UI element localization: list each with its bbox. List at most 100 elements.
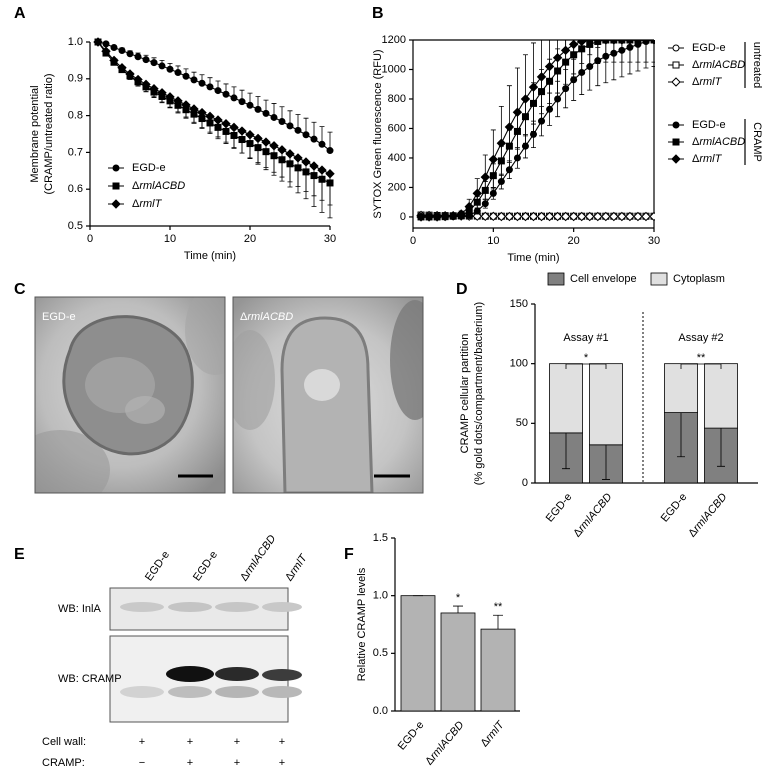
lane-label: EGD-e <box>191 549 220 583</box>
legend-swatch <box>547 272 565 286</box>
marker <box>174 69 182 77</box>
error-bar <box>587 40 593 56</box>
blot-row-label: WB: CRAMP <box>58 673 122 685</box>
condition-mark: + <box>187 736 193 748</box>
micrograph-frame <box>34 296 226 494</box>
marker <box>576 40 587 47</box>
marker <box>285 149 295 159</box>
lane-label: ΔrmlT <box>283 551 310 583</box>
marker <box>213 115 223 125</box>
marker <box>649 211 655 222</box>
marker <box>625 211 635 222</box>
marker <box>214 87 222 95</box>
marker <box>206 83 214 91</box>
marker <box>112 164 120 172</box>
x-tick-label: ΔrmlACBD <box>571 491 614 540</box>
error-bar <box>327 173 333 219</box>
marker <box>317 165 327 175</box>
significance: * <box>456 592 461 604</box>
significance: * <box>584 352 589 364</box>
group-label: Assay #1 <box>563 332 608 344</box>
marker <box>633 40 643 45</box>
marker <box>134 53 142 61</box>
legend-label: ΔrmlACBD <box>692 59 745 71</box>
marker <box>432 212 442 222</box>
legend-label: EGD-e <box>692 119 726 131</box>
marker <box>609 211 619 222</box>
legend-swatch <box>650 272 668 286</box>
x-tick-label: 20 <box>568 235 580 247</box>
marker <box>229 122 239 133</box>
marker <box>568 40 579 50</box>
marker <box>672 61 680 69</box>
marker <box>309 161 319 171</box>
marker <box>601 211 611 222</box>
marker <box>609 40 619 45</box>
marker <box>552 211 563 222</box>
y-tick-label: 1.0 <box>373 590 388 602</box>
error-bar <box>295 157 301 194</box>
legend-label: ΔrmlACBD <box>132 180 185 192</box>
legend-label: EGD-e <box>132 162 166 174</box>
marker <box>520 211 531 222</box>
series-line <box>97 41 331 175</box>
error-bar <box>319 170 325 213</box>
marker <box>253 133 263 144</box>
legend-group-label: untreated <box>751 42 763 88</box>
bar <box>480 628 516 712</box>
marker <box>593 211 603 222</box>
marker <box>237 126 247 136</box>
blot-bands <box>120 666 302 698</box>
marker <box>230 94 238 102</box>
panel-label: A <box>14 5 26 22</box>
marker <box>150 59 158 67</box>
y-tick-label: 200 <box>388 181 406 193</box>
error-bar <box>279 149 285 182</box>
y-axis-label: Membrane potential <box>29 85 41 182</box>
y-tick-label: 800 <box>388 93 406 105</box>
marker <box>181 100 191 110</box>
y-tick-label: 1200 <box>382 34 406 46</box>
marker <box>480 172 491 182</box>
marker <box>310 135 318 143</box>
condition-mark: + <box>234 736 240 748</box>
marker <box>464 201 474 212</box>
marker <box>633 211 643 222</box>
marker <box>149 84 159 94</box>
y-tick-label: 50 <box>516 417 528 429</box>
y-tick-label: 0.7 <box>68 146 83 158</box>
series-line <box>97 41 331 151</box>
marker <box>512 211 523 222</box>
marker <box>111 199 121 209</box>
error-bar <box>643 40 649 63</box>
marker <box>189 104 199 114</box>
marker <box>576 211 587 222</box>
x-tick-label: ΔrmlACBD <box>686 491 729 540</box>
y-tick-label: 0.6 <box>68 183 83 195</box>
x-tick-label: EGD-e <box>396 719 427 752</box>
condition-label: Cell wall: <box>42 736 86 748</box>
marker <box>278 117 286 125</box>
x-tick-label: 30 <box>324 233 336 245</box>
marker <box>270 113 278 121</box>
marker <box>133 74 143 85</box>
legend-group-label: CRAMP <box>751 122 763 162</box>
marker <box>530 130 537 138</box>
marker <box>198 79 206 87</box>
marker <box>544 61 555 72</box>
marker <box>512 107 523 117</box>
y-tick-label: 1000 <box>382 63 406 75</box>
condition-mark: + <box>139 736 145 748</box>
marker <box>286 122 294 130</box>
marker <box>93 37 103 47</box>
panel-label: D <box>456 281 468 298</box>
micrograph <box>233 297 423 493</box>
marker <box>238 98 246 106</box>
marker <box>269 141 279 151</box>
marker <box>585 211 595 222</box>
condition-mark: + <box>234 757 240 769</box>
significance: ** <box>697 352 706 364</box>
marker <box>528 211 539 222</box>
panel-label: C <box>14 281 26 298</box>
group-label: Assay #2 <box>678 332 723 344</box>
